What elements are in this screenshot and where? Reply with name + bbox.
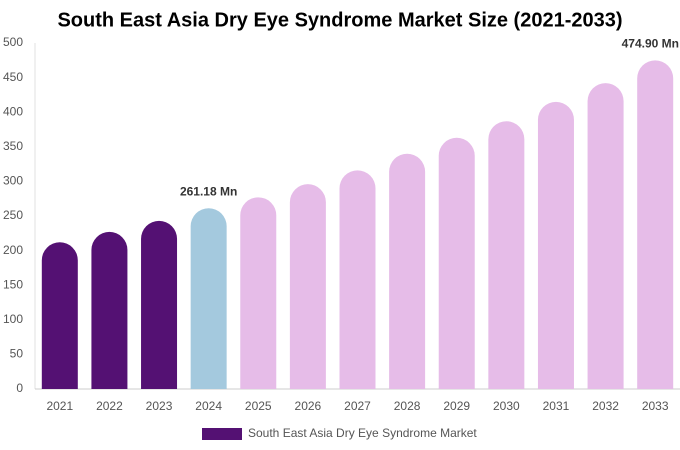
- y-tick-label: 200: [3, 243, 23, 257]
- x-tick-label: 2032: [592, 399, 619, 413]
- y-tick-label: 50: [10, 347, 24, 361]
- bar: [240, 197, 277, 389]
- bar: [587, 83, 624, 390]
- y-tick-label: 500: [3, 35, 23, 49]
- bar: [141, 220, 178, 389]
- y-tick-label: 400: [3, 104, 23, 118]
- value-label: 261.18 Mn: [180, 184, 237, 198]
- y-tick-label: 0: [16, 381, 23, 395]
- y-tick-label: 100: [3, 312, 23, 326]
- legend-label: South East Asia Dry Eye Syndrome Market: [248, 426, 477, 440]
- y-tick-label: 450: [3, 70, 23, 84]
- chart-title: South East Asia Dry Eye Syndrome Market …: [57, 9, 622, 31]
- bar: [488, 121, 525, 389]
- bar: [389, 153, 426, 389]
- y-tick-label: 150: [3, 277, 23, 291]
- x-tick-label: 2025: [245, 399, 272, 413]
- value-label: 474.90 Mn: [622, 37, 679, 51]
- bar: [41, 242, 78, 389]
- bar: [190, 208, 227, 389]
- bar: [438, 137, 475, 389]
- x-tick-label: 2028: [394, 399, 421, 413]
- bar: [91, 231, 128, 389]
- x-tick-label: 2024: [195, 399, 222, 413]
- bar: [637, 60, 674, 389]
- y-tick-label: 250: [3, 208, 23, 222]
- x-tick-label: 2030: [493, 399, 520, 413]
- x-tick-label: 2023: [146, 399, 173, 413]
- bar: [339, 170, 376, 389]
- x-tick-label: 2026: [295, 399, 322, 413]
- y-tick-label: 350: [3, 139, 23, 153]
- x-tick-label: 2033: [642, 399, 669, 413]
- x-tick-label: 2027: [344, 399, 371, 413]
- bar: [289, 184, 326, 389]
- bar: [537, 101, 574, 389]
- x-tick-label: 2029: [443, 399, 470, 413]
- x-tick-label: 2021: [46, 399, 73, 413]
- x-tick-label: 2031: [543, 399, 570, 413]
- y-tick-label: 300: [3, 174, 23, 188]
- legend-swatch: [202, 428, 242, 440]
- x-tick-label: 2022: [96, 399, 123, 413]
